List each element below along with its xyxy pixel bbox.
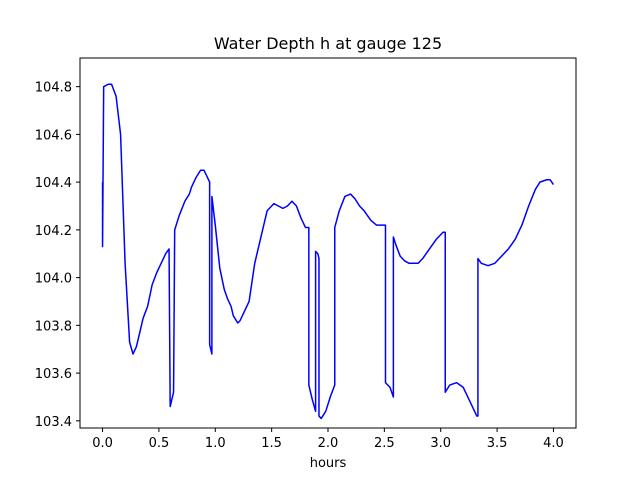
x-tick-label: 3.5	[487, 436, 508, 451]
y-tick-label: 103.4	[35, 415, 72, 430]
y-tick-label: 104.8	[35, 81, 72, 96]
chart-title: Water Depth h at gauge 125	[214, 34, 442, 53]
x-tick-label: 3.0	[430, 436, 451, 451]
y-tick-label: 103.8	[35, 319, 72, 334]
y-tick-label: 104.6	[35, 128, 72, 143]
x-tick-label: 0.5	[149, 436, 170, 451]
series-line	[101, 83, 555, 420]
x-tick-label: 2.0	[318, 436, 339, 451]
y-tick-label: 104.2	[35, 224, 72, 239]
x-tick-label: 1.5	[261, 436, 282, 451]
plot-frame	[79, 57, 577, 429]
plot-area	[80, 58, 576, 428]
x-axis-label: hours	[310, 456, 347, 471]
x-tick-label: 4.0	[543, 436, 564, 451]
x-tick-label: 1.0	[205, 436, 226, 451]
x-tick-label: 0.0	[92, 436, 113, 451]
y-tick-label: 103.6	[35, 367, 72, 382]
axis-ticks: 0.0 0.5 1.0 1.5 2.0 2.5 3.0 3.5 4.0 103.4 103.6 103…	[35, 81, 564, 451]
y-tick-label: 104.4	[35, 176, 72, 191]
x-tick-label: 2.5	[374, 436, 395, 451]
series-group	[101, 83, 555, 420]
y-tick-label: 104.0	[35, 272, 72, 287]
